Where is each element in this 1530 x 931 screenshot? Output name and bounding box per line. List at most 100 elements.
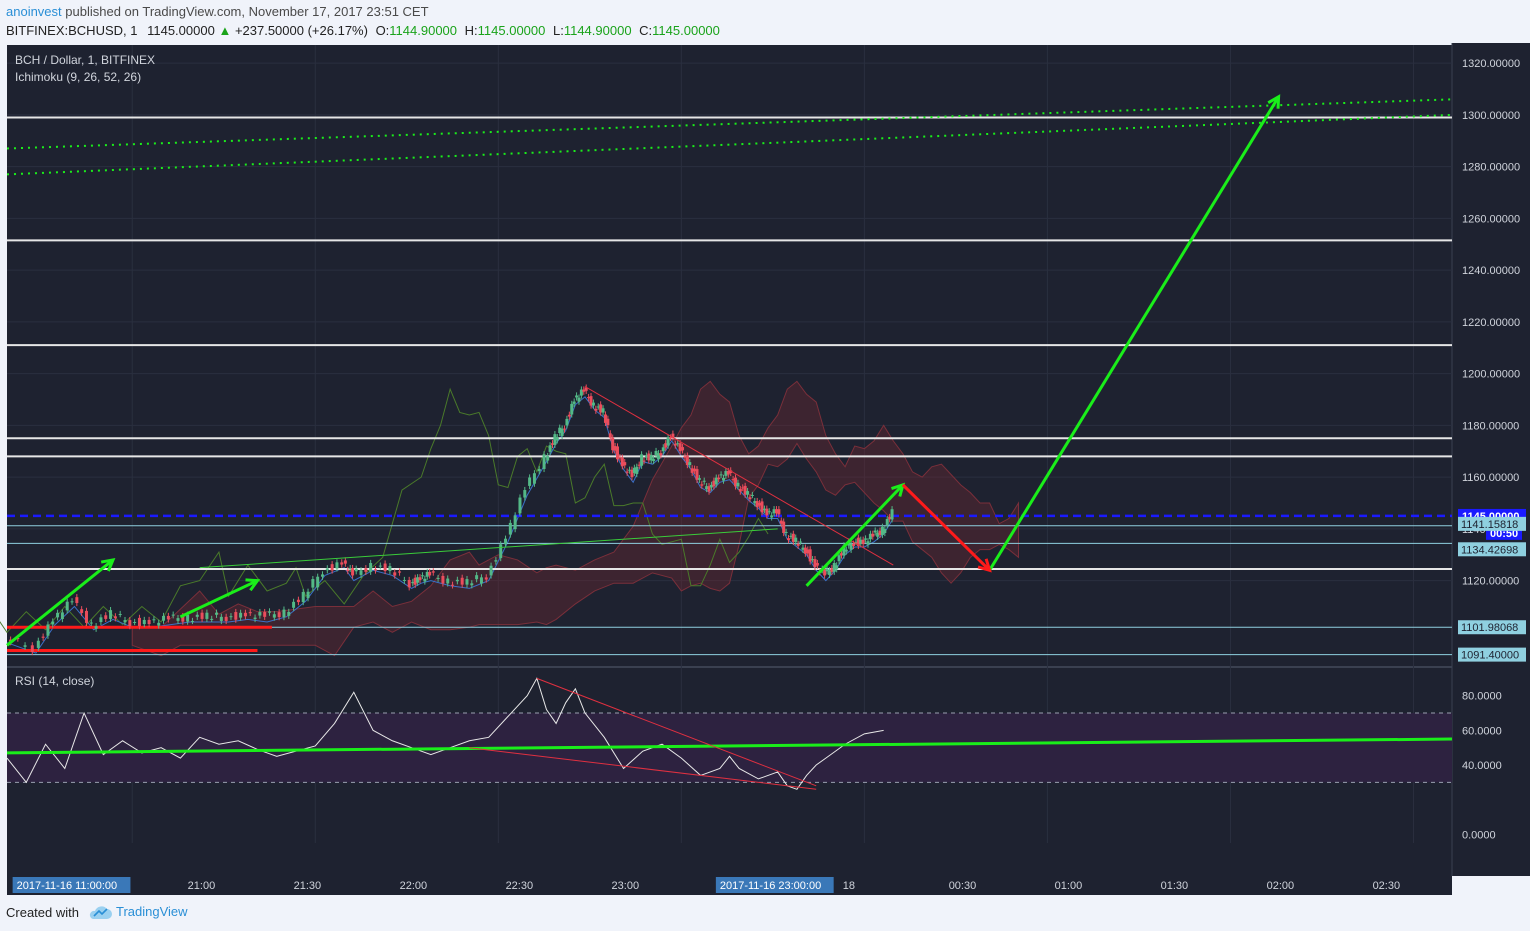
candle-body — [306, 591, 310, 599]
rsi-tick-label: 60.0000 — [1462, 725, 1502, 737]
price-tick-label: 1180.00000 — [1462, 420, 1519, 432]
candle-body — [666, 437, 670, 446]
candle-body — [224, 616, 228, 621]
price-tick-label: 1220.00000 — [1462, 317, 1520, 329]
candle-body — [777, 509, 781, 515]
candle-body — [707, 486, 711, 492]
candle-body — [99, 617, 103, 623]
candle-body — [465, 579, 469, 585]
candle-body — [46, 624, 50, 636]
candle-body — [642, 460, 646, 462]
candle-body — [364, 568, 368, 572]
candle-body — [734, 477, 738, 487]
rsi-line — [6, 677, 884, 790]
candle-body — [803, 547, 807, 554]
candle-body — [688, 462, 692, 466]
candle-body — [774, 509, 778, 514]
candle-body — [513, 515, 517, 530]
candle-body — [630, 469, 634, 478]
candle-body — [128, 620, 132, 627]
candle-body — [253, 617, 257, 620]
candle-body — [499, 544, 503, 559]
candle-body — [587, 397, 591, 399]
candle-body — [731, 479, 735, 481]
candle-body — [393, 572, 397, 576]
candle-body — [555, 437, 559, 441]
candle-body — [673, 443, 677, 446]
candle-body — [594, 408, 598, 411]
time-tick-label: 01:00 — [1055, 880, 1083, 892]
candle-body — [825, 568, 829, 572]
candle-body — [351, 568, 355, 576]
candle-body — [654, 450, 658, 455]
author-link[interactable]: anoinvest — [6, 4, 62, 19]
candle-body — [152, 619, 156, 621]
rsi-tick-label: 0.0000 — [1462, 829, 1496, 841]
candle-body — [671, 433, 675, 438]
candle-body — [709, 484, 713, 488]
time-tick-highlight — [715, 877, 834, 893]
time-tick-label: 23:00 — [612, 880, 640, 892]
green-trendline — [199, 528, 778, 569]
tradingview-logo[interactable]: TradingView — [88, 904, 188, 920]
candle-body — [861, 539, 865, 544]
candle-body — [378, 565, 382, 567]
candle-body — [640, 454, 644, 466]
rsi-green-trendline — [6, 737, 1453, 755]
candle-body — [890, 509, 894, 520]
price-badge-text: 1134.42698 — [1461, 544, 1518, 556]
candle-body — [460, 577, 464, 585]
candle-body — [685, 455, 689, 466]
time-tick-highlight — [12, 877, 131, 893]
candle-body — [441, 575, 445, 584]
candle-body — [402, 579, 406, 581]
candle-body — [859, 539, 863, 544]
candle-body — [186, 614, 190, 622]
candle-body — [815, 563, 819, 566]
candle-body — [625, 471, 629, 473]
chart-canvas[interactable]: BCH / Dollar, 1, BITFINEX Ichimoku (9, 26… — [0, 43, 1530, 895]
open-value: 1144.90000 — [389, 23, 458, 38]
price-tick-label: 1280.00000 — [1462, 162, 1520, 174]
candle-body — [320, 574, 324, 577]
candle-body — [575, 395, 579, 398]
candle-body — [296, 599, 300, 603]
green-channel-lower — [6, 113, 1453, 176]
candle-body — [603, 414, 607, 423]
green-arrow-head — [1267, 94, 1281, 109]
candle-body — [606, 418, 610, 426]
candle-body — [888, 516, 892, 520]
price-tick-label: 1120.00000 — [1462, 576, 1519, 588]
candle-body — [446, 578, 450, 584]
time-tick-label: 21:00 — [188, 880, 216, 892]
red-trendline — [584, 386, 894, 566]
candle-body — [373, 569, 377, 571]
candle-body — [219, 616, 223, 621]
candle-body — [413, 577, 417, 585]
candle-body — [210, 618, 214, 620]
high-label: H: — [464, 23, 478, 38]
green-arrow-head — [100, 557, 116, 572]
candle-body — [484, 577, 488, 580]
time-tick-label: 2017-11-16 11:00:00 — [17, 880, 118, 892]
candle-body — [762, 508, 766, 511]
candle-body — [532, 473, 536, 484]
candle-body — [84, 610, 88, 623]
candle-body — [359, 570, 363, 575]
price-tick-label: 1320.00000 — [1462, 58, 1520, 70]
candle-body — [871, 533, 875, 537]
candle-body — [758, 502, 762, 506]
price-tick-label: 1240.00000 — [1462, 265, 1520, 277]
candle-body — [806, 549, 810, 554]
candle-body — [423, 578, 427, 582]
time-tick-label: 21:30 — [294, 880, 322, 892]
candle-body — [876, 532, 880, 537]
candle-body — [133, 622, 137, 624]
candle-body — [258, 612, 262, 616]
ichimoku-label: Ichimoku (9, 26, 52, 26) — [15, 70, 141, 84]
candle-body — [837, 555, 841, 562]
candle-body — [647, 453, 651, 461]
green-arrow — [805, 483, 904, 587]
candle-body — [190, 620, 194, 622]
price-badge-level — [1458, 542, 1526, 557]
